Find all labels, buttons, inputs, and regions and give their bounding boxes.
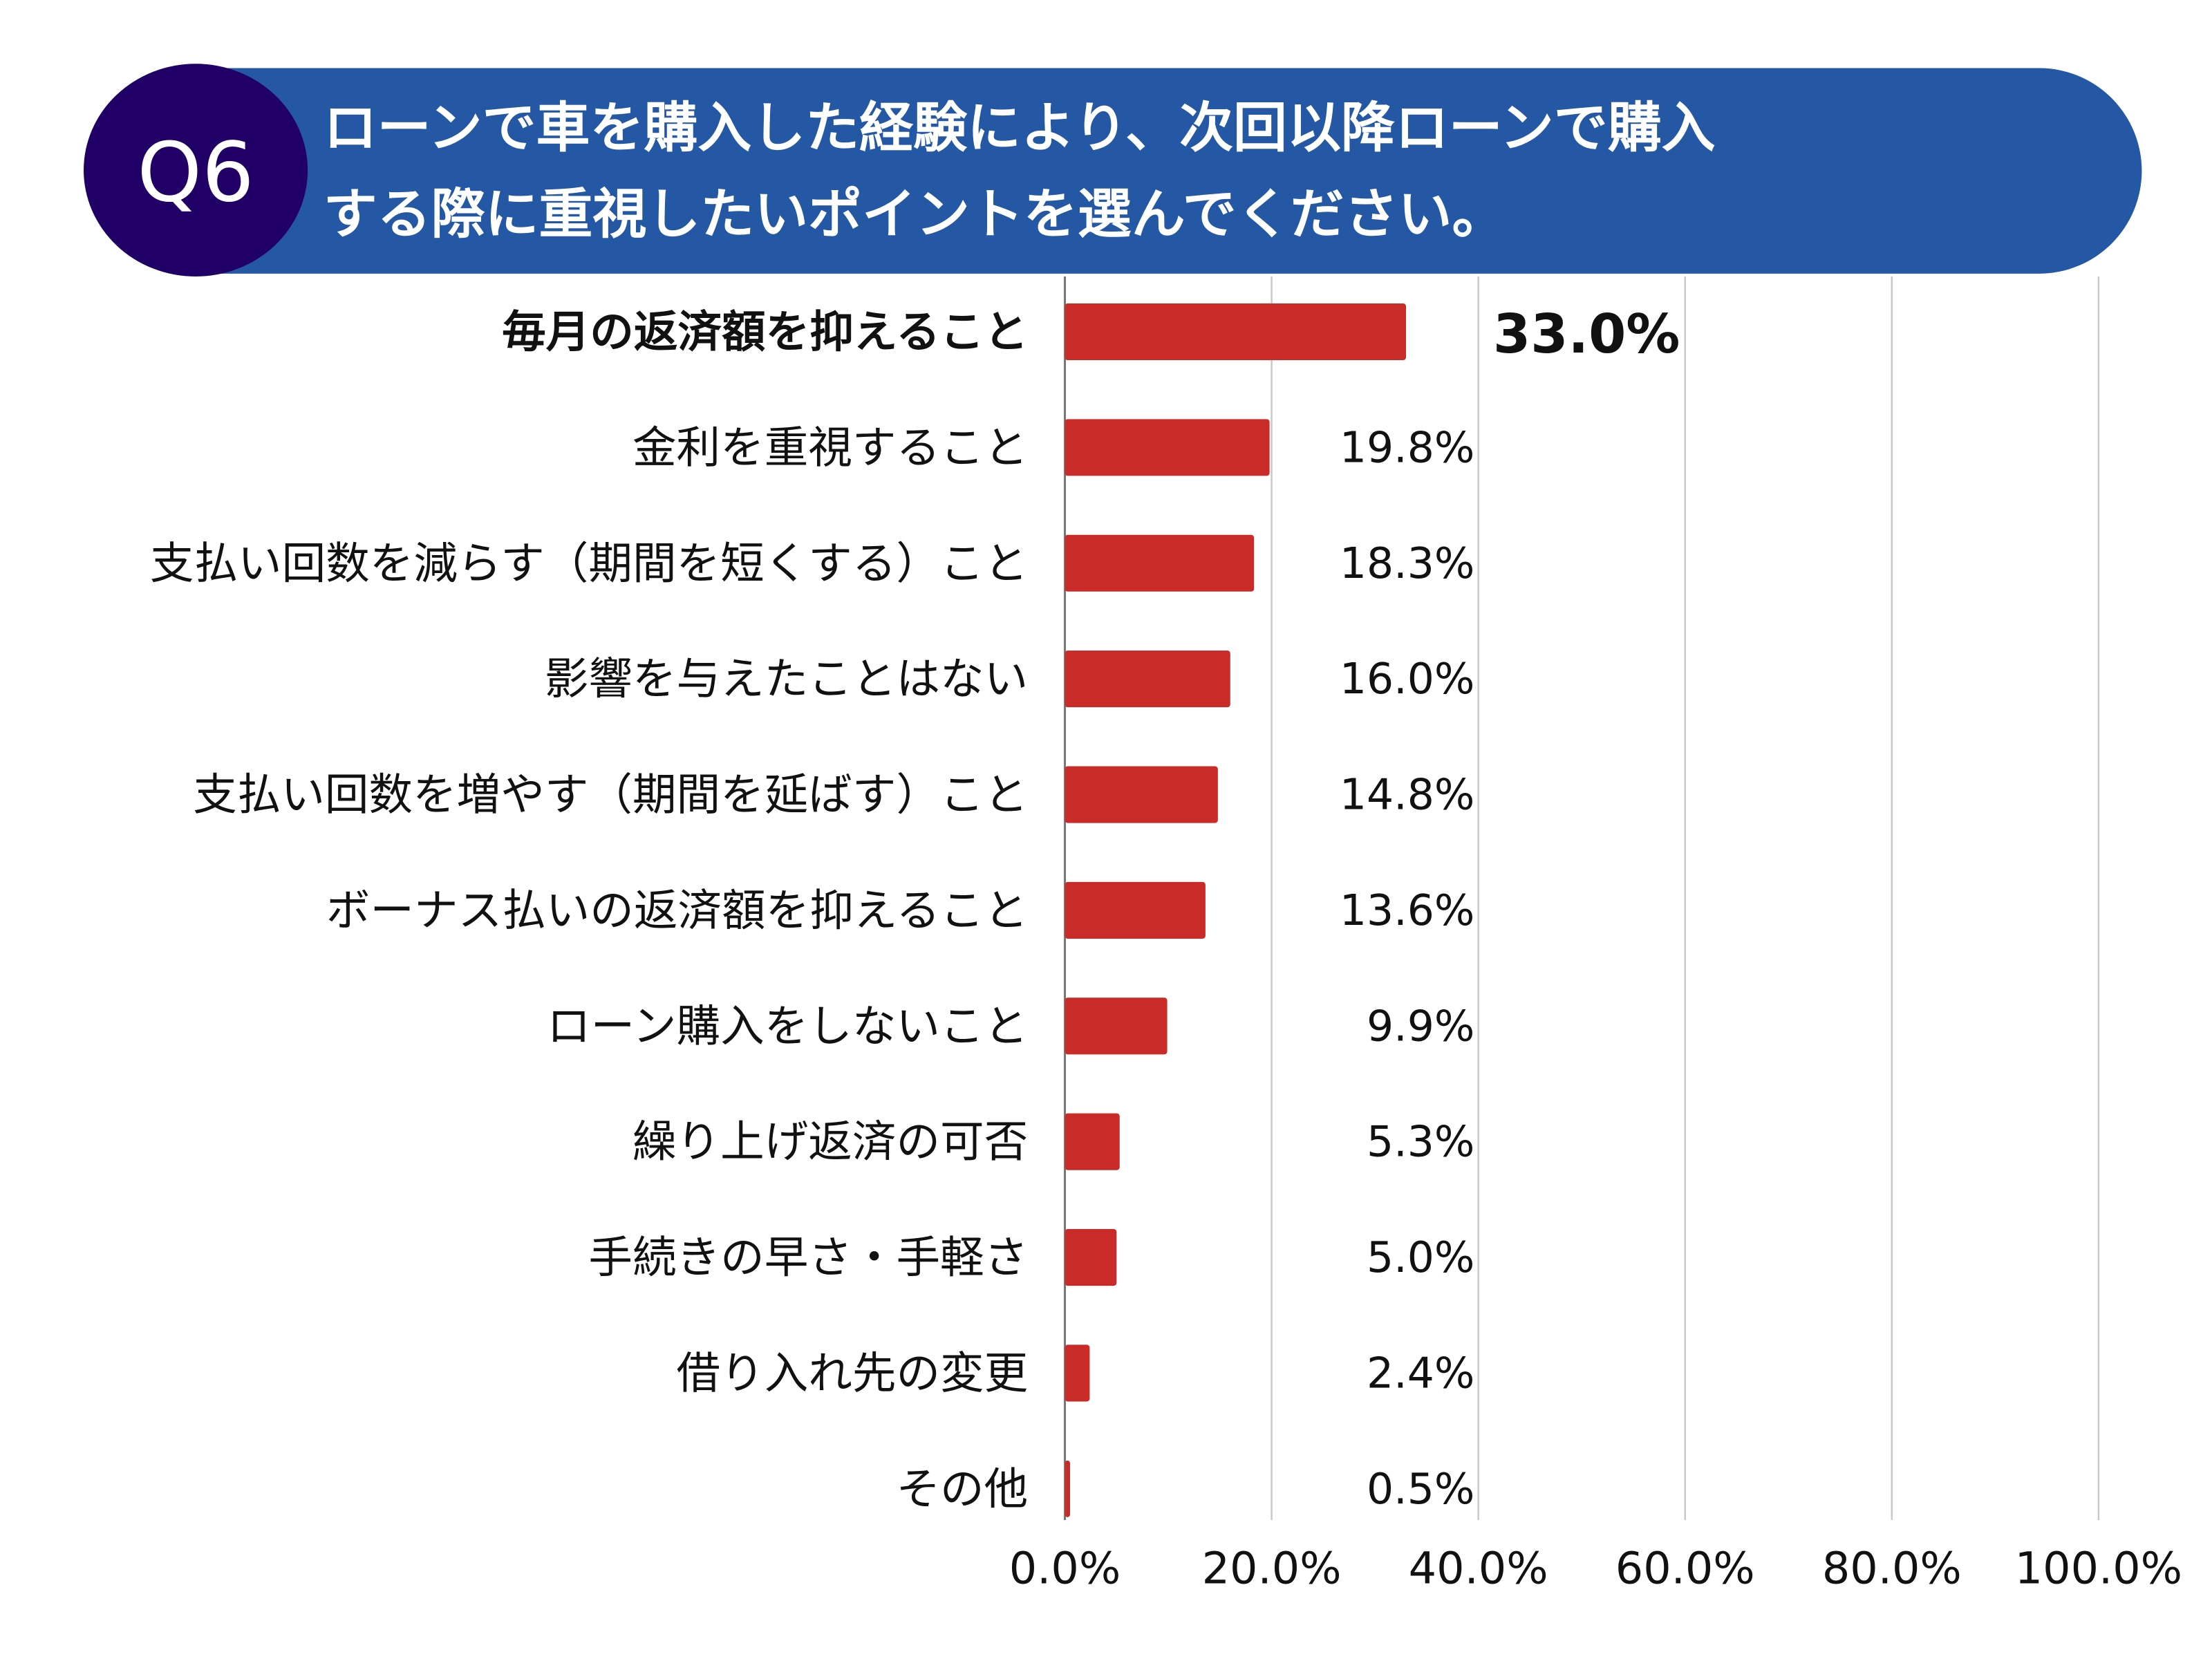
category-label: 毎月の返済額を抑えること xyxy=(502,306,1028,357)
x-tick-label: 0.0% xyxy=(1009,1543,1121,1594)
category-label: 金利を重視すること xyxy=(632,422,1028,473)
x-tick-label: 100.0% xyxy=(2015,1543,2182,1594)
value-label: 18.3% xyxy=(1340,538,1474,588)
bar xyxy=(1065,1460,1070,1517)
bars xyxy=(1065,303,1406,1517)
bar xyxy=(1065,303,1406,361)
bar xyxy=(1065,1229,1117,1286)
category-label: 支払い回数を減らす（期間を短くする）こと xyxy=(150,538,1028,589)
value-label: 5.0% xyxy=(1367,1232,1474,1282)
title-line-1: ローンで車を購入した経験により、次回以降ローンで購入 xyxy=(324,97,1716,159)
x-axis-ticks: 0.0% 20.0% 40.0% 60.0% 80.0% 100.0% xyxy=(1009,1543,2182,1594)
value-label: 16.0% xyxy=(1340,654,1474,704)
question-badge xyxy=(84,64,308,277)
category-label: 借り入れ先の変更 xyxy=(677,1347,1029,1398)
x-tick-label: 20.0% xyxy=(1202,1543,1342,1594)
category-label: ボーナス払いの返済額を抑えること xyxy=(326,885,1028,936)
value-label: 0.5% xyxy=(1367,1464,1474,1514)
bar xyxy=(1065,997,1168,1055)
question-number: Q6 xyxy=(137,125,254,221)
category-label: 支払い回数を増やす（期間を延ばす）こと xyxy=(193,769,1028,821)
category-label: 手続きの早さ・手軽さ xyxy=(588,1232,1028,1283)
bar xyxy=(1065,766,1218,823)
x-tick-label: 80.0% xyxy=(1822,1543,1962,1594)
category-label: 影響を与えたことはない xyxy=(545,653,1028,704)
title-pill xyxy=(198,68,2142,274)
bar xyxy=(1065,650,1230,708)
x-tick-label: 40.0% xyxy=(1409,1543,1548,1594)
category-label: ローン購入をしないこと xyxy=(547,1000,1028,1051)
value-label: 5.3% xyxy=(1367,1117,1474,1167)
value-label: 19.8% xyxy=(1340,422,1474,472)
bar xyxy=(1065,881,1206,939)
category-label: その他 xyxy=(896,1463,1028,1515)
value-labels: 33.0% 19.8% 18.3% 16.0% 14.8% 13.6% 9.9% 5.3% 5.… xyxy=(1340,303,1680,1514)
category-labels: 毎月の返済額を抑えること金利を重視すること支払い回数を減らす（期間を短くする）こ… xyxy=(150,306,1028,1515)
question-header: Q6 ローンで車を購入した経験により、次回以降ローンで購入 する際に重視したいポ… xyxy=(84,64,2142,277)
value-label: 9.9% xyxy=(1367,1001,1474,1051)
value-label: 33.0% xyxy=(1493,303,1680,366)
value-label: 2.4% xyxy=(1367,1348,1474,1398)
title-line-2: する際に重視したいポイントを選んでください。 xyxy=(324,183,1506,245)
value-label: 13.6% xyxy=(1340,885,1474,935)
bar xyxy=(1065,1113,1120,1170)
x-tick-label: 60.0% xyxy=(1615,1543,1755,1594)
category-label: 繰り上げ返済の可否 xyxy=(632,1116,1028,1168)
bar xyxy=(1065,1344,1090,1402)
bar xyxy=(1065,534,1255,592)
bar xyxy=(1065,419,1270,476)
value-label: 14.8% xyxy=(1340,770,1474,820)
